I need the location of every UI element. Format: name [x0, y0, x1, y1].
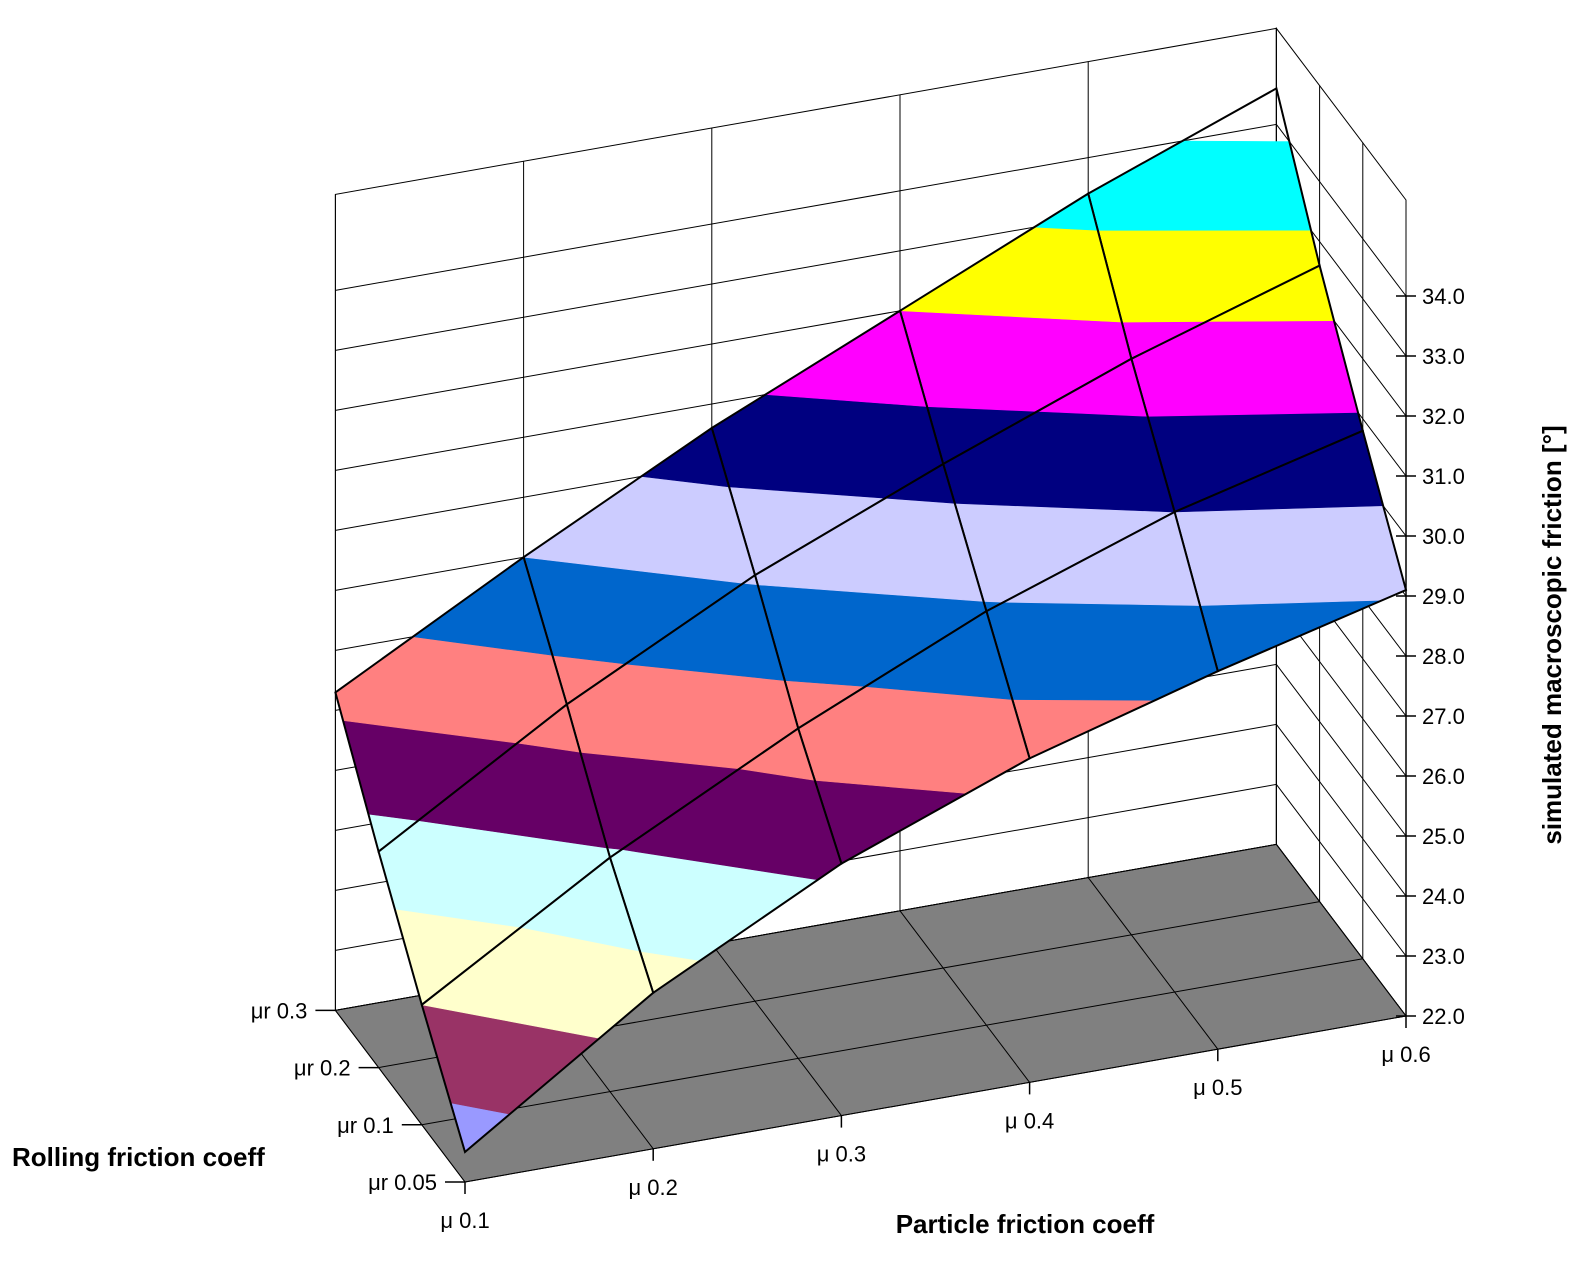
surface-band: [1174, 505, 1407, 606]
z-tick-label: 33.0: [1422, 344, 1465, 369]
x-tick-label: μ 0.6: [1381, 1042, 1430, 1067]
floor-gridline: [335, 1010, 466, 1183]
floor-gridline: [899, 910, 1030, 1083]
z-tick-label: 34.0: [1422, 284, 1465, 309]
x-axis-title: Particle friction coeff: [896, 1209, 1155, 1239]
surface-plot: [334, 86, 1408, 1154]
x-tick-label: μ 0.4: [1005, 1108, 1054, 1133]
z-tick-label: 26.0: [1422, 764, 1465, 789]
floor-gridline: [421, 958, 1363, 1126]
floor-gridline: [1087, 877, 1219, 1050]
z-tick-label: 24.0: [1422, 884, 1465, 909]
z-tick-label: 23.0: [1422, 944, 1465, 969]
z-tick-label: 28.0: [1422, 644, 1465, 669]
surface-cell-outline: [420, 855, 655, 1154]
z-tick-label: 29.0: [1422, 584, 1465, 609]
floor-gridline: [464, 1015, 1407, 1183]
tick-labels: 22.0 23.0 24.0 25.0 26.0 27.0 28.0 29.0 30.0 31.0…: [251, 284, 1465, 1233]
z-tick-label: 22.0: [1422, 1004, 1465, 1029]
y-tick-label: μr 0.1: [337, 1113, 394, 1138]
z-tick-label: 27.0: [1422, 704, 1465, 729]
y-tick-label: μr 0.3: [251, 998, 308, 1023]
z-tick-label: 31.0: [1422, 464, 1465, 489]
x-tick-label: μ 0.1: [440, 1208, 489, 1233]
floor-gridline: [1276, 844, 1407, 1017]
z-tick-label: 30.0: [1422, 524, 1465, 549]
floor-gridline: [711, 943, 842, 1116]
x-tick-label: μ 0.2: [629, 1175, 678, 1200]
z-tick-label: 25.0: [1422, 824, 1465, 849]
y-axis-title: Rolling friction coeff: [12, 1142, 265, 1172]
x-tick-label: μ 0.5: [1193, 1075, 1242, 1100]
surface-band: [986, 601, 1219, 701]
axes: [315, 295, 1416, 1194]
surface-band: [711, 394, 944, 499]
y-tick-label: μr 0.05: [368, 1170, 437, 1195]
y-tick-label: μr 0.2: [294, 1056, 351, 1081]
x-tick-label: μ 0.3: [817, 1142, 866, 1167]
z-axis-title: simulated macroscopic friction [°]: [1537, 425, 1567, 844]
z-tick-label: 32.0: [1422, 404, 1465, 429]
